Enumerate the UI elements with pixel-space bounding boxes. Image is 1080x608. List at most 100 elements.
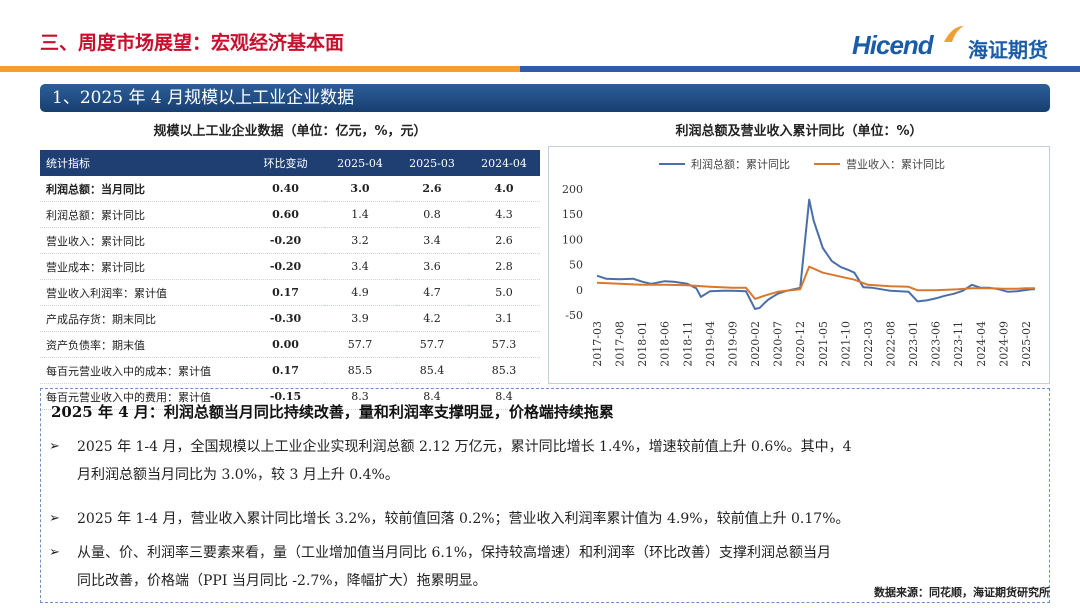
x-tick-label: 2024-09 [997, 321, 1010, 367]
table-header-cell: 2024-04 [468, 150, 540, 176]
summary-bullet: ➢ 2025 年 1-4 月，全国规模以上工业企业实现利润总额 2.12 万亿元… [49, 433, 1039, 489]
value-cell: 85.4 [396, 357, 468, 384]
arrow-bullet-icon: ➢ [49, 511, 60, 526]
row-label: 每百元营业收入中的费用：累计值 [40, 383, 247, 410]
table-row: 每百元营业收入中的成本：累计值 0.17 85.5 85.4 85.3 [40, 357, 540, 384]
change-cell: -0.30 [247, 305, 324, 332]
value-cell: 57.7 [396, 331, 468, 358]
y-tick-label: 0 [576, 284, 583, 297]
x-tick-label: 2017-03 [591, 321, 604, 367]
section-title-bar: 1、2025 年 4 月规模以上工业企业数据 [40, 84, 1050, 112]
table-header-cell: 统计指标 [40, 150, 247, 176]
table-row: 营业收入：累计同比 -0.20 3.2 3.4 2.6 [40, 227, 540, 254]
table-row: 营业收入利润率：累计值 0.17 4.9 4.7 5.0 [40, 279, 540, 306]
value-cell: 3.1 [468, 305, 540, 332]
table-header-cell: 2025-04 [324, 150, 396, 176]
chart-frame: 利润总额：累计同比 营业收入：累计同比 200 150 100 50 0 -50 2017-03… [548, 146, 1050, 384]
logo-chinese-name: 海证期货 [968, 38, 1048, 62]
value-cell: 4.7 [396, 279, 468, 306]
bullet-line: 月利润总额当月同比为 3.0%，较 3 月上升 0.4%。 [77, 467, 399, 483]
value-cell: 0.8 [396, 201, 468, 228]
x-tick-label: 2023-01 [907, 321, 920, 367]
header-divider-band [0, 66, 1080, 72]
x-tick-label: 2020-12 [794, 321, 807, 367]
logo-wordmark: Hicend [852, 30, 934, 60]
x-tick-label: 2021-10 [839, 321, 852, 367]
value-cell: 57.3 [468, 331, 540, 358]
series-line [596, 198, 1036, 310]
summary-bullet: ➢ 从量、价、利润率三要素来看，量（工业增加值当月同比 6.1%，保持较高增速）… [49, 539, 1039, 595]
value-cell: 3.6 [396, 253, 468, 280]
table-row: 每百元营业收入中的费用：累计值 -0.15 8.3 8.4 8.4 [40, 383, 540, 410]
row-label: 资产负债率：期末值 [40, 331, 247, 358]
data-source-note: 数据来源：同花顺，海证期货研究所 [874, 586, 1050, 599]
value-cell: 3.4 [324, 253, 396, 280]
change-cell: 0.40 [247, 176, 324, 202]
x-tick-label: 2022-08 [885, 321, 898, 367]
summary-heading: 2025 年 4 月：利润总额当月同比持续改善，量和利润率支撑明显，价格端持续拖… [51, 403, 614, 421]
value-cell: 8.4 [468, 383, 540, 410]
value-cell: 4.9 [324, 279, 396, 306]
table-row: 营业成本：累计同比 -0.20 3.4 3.6 2.8 [40, 253, 540, 280]
x-tick-label: 2023-06 [930, 321, 943, 367]
industrial-stats-table: 统计指标 环比变动 2025-04 2025-03 2024-04 利润总额：当… [40, 150, 540, 410]
series-line [596, 265, 1036, 300]
arrow-bullet-icon: ➢ [49, 439, 60, 454]
change-cell: -0.20 [247, 253, 324, 280]
value-cell: 85.5 [324, 357, 396, 384]
value-cell: 3.4 [396, 227, 468, 254]
value-cell: 4.0 [468, 176, 540, 202]
x-tick-label: 2021-05 [817, 321, 830, 367]
bullet-line: 2025 年 1-4 月，营业收入累计同比增长 3.2%，较前值回落 0.2%；… [77, 511, 850, 527]
y-tick-label: 200 [562, 183, 583, 196]
x-tick-label: 2018-01 [636, 321, 649, 367]
x-tick-label: 2024-04 [975, 321, 988, 367]
row-label: 产成品存货：期末同比 [40, 305, 247, 332]
logo-swoosh-icon [944, 26, 964, 42]
y-tick-label: -50 [565, 309, 583, 322]
summary-bullet: ➢ 2025 年 1-4 月，营业收入累计同比增长 3.2%，较前值回落 0.2… [49, 505, 1039, 533]
x-tick-label: 2019-09 [726, 321, 739, 367]
row-label: 营业成本：累计同比 [40, 253, 247, 280]
row-label: 利润总额：当月同比 [40, 176, 247, 202]
arrow-bullet-icon: ➢ [49, 545, 60, 560]
table-row: 利润总额：累计同比 0.60 1.4 0.8 4.3 [40, 201, 540, 228]
table-header-row: 统计指标 环比变动 2025-04 2025-03 2024-04 [40, 150, 540, 176]
y-tick-label: 100 [562, 233, 583, 246]
value-cell: 4.2 [396, 305, 468, 332]
legend-label: 营业收入：累计同比 [846, 157, 945, 171]
x-tick-label: 2018-11 [681, 321, 694, 367]
value-cell: 5.0 [468, 279, 540, 306]
bullet-line: 同比改善，价格端（PPI 当月同比 -2.7%，降幅扩大）拖累明显。 [77, 573, 487, 589]
legend-label: 利润总额：累计同比 [691, 157, 790, 171]
x-tick-label: 2020-02 [749, 321, 762, 367]
value-cell: 3.0 [324, 176, 396, 202]
x-tick-label: 2025-02 [1020, 321, 1033, 367]
x-tick-label: 2022-03 [862, 321, 875, 367]
value-cell: 85.3 [468, 357, 540, 384]
table-caption: 规模以上工业企业数据（单位：亿元，%，元） [153, 124, 427, 139]
summary-box: 2025 年 4 月：利润总额当月同比持续改善，量和利润率支撑明显，价格端持续拖… [40, 388, 1050, 603]
bullet-line: 从量、价、利润率三要素来看，量（工业增加值当月同比 6.1%，保持较高增速）和利… [77, 545, 832, 561]
value-cell: 4.3 [468, 201, 540, 228]
y-tick-label: 150 [562, 208, 583, 221]
value-cell: 2.6 [468, 227, 540, 254]
value-cell: 8.4 [396, 383, 468, 410]
table-row: 利润总额：当月同比 0.40 3.0 2.6 4.0 [40, 176, 540, 202]
x-tick-label: 2023-11 [952, 321, 965, 367]
table-row: 产成品存货：期末同比 -0.30 3.9 4.2 3.1 [40, 305, 540, 332]
change-cell: 0.17 [247, 357, 324, 384]
row-label: 利润总额：累计同比 [40, 201, 247, 228]
x-tick-label: 2020-07 [772, 321, 785, 367]
change-cell: 0.60 [247, 201, 324, 228]
row-label: 营业收入：累计同比 [40, 227, 247, 254]
value-cell: 2.6 [396, 176, 468, 202]
value-cell: 8.3 [324, 383, 396, 410]
value-cell: 3.2 [324, 227, 396, 254]
profit-revenue-line-chart: 利润总额：累计同比 营业收入：累计同比 200 150 100 50 0 -50 2017-03… [562, 157, 1036, 367]
change-cell: 0.17 [247, 279, 324, 306]
bullet-line: 2025 年 1-4 月，全国规模以上工业企业实现利润总额 2.12 万亿元，累… [77, 439, 852, 455]
table-header-cell: 环比变动 [247, 150, 324, 176]
value-cell: 3.9 [324, 305, 396, 332]
x-tick-label: 2019-04 [704, 321, 717, 367]
